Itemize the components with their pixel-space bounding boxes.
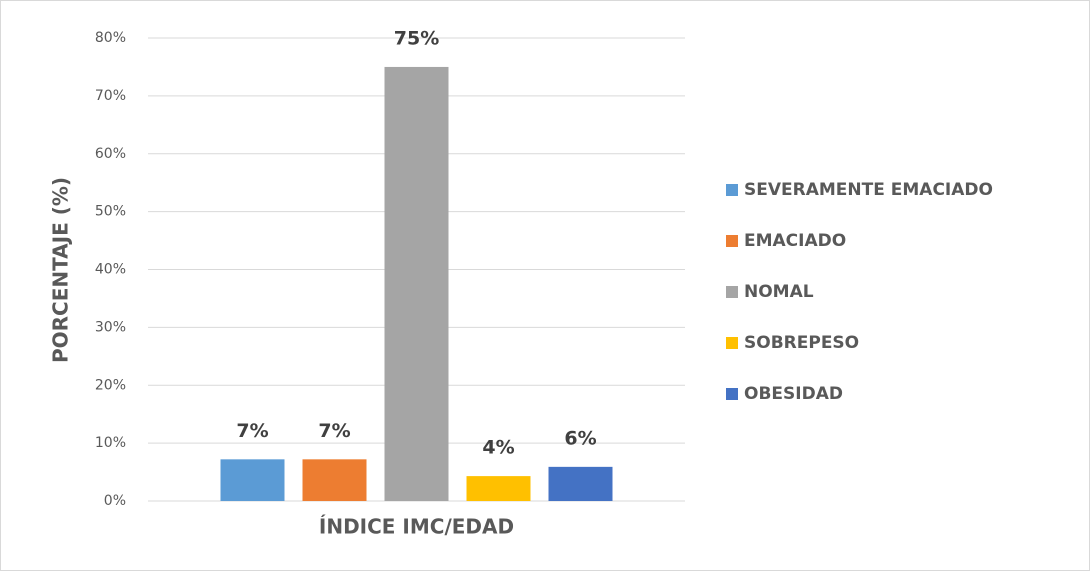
legend-swatch [726,286,738,298]
y-tick-label: 60% [95,146,126,162]
legend-label: OBESIDAD [744,384,843,404]
bar [548,466,613,501]
bar [466,476,531,501]
y-tick-label: 0% [104,493,126,509]
bar [220,459,285,501]
data-label: 4% [482,437,514,459]
legend-swatch [726,235,738,247]
data-label: 75% [394,27,439,49]
legend-swatch [726,184,738,196]
data-label: 7% [236,420,268,442]
legend-label: SOBREPESO [744,333,859,353]
bar [384,66,449,501]
legend-swatch [726,337,738,349]
y-tick-label: 80% [95,30,126,46]
legend-label: NOMAL [744,282,814,302]
y-tick-label: 20% [95,377,126,393]
x-axis-label: ÍNDICE IMC/EDAD [319,515,514,539]
y-tick-label: 50% [95,204,126,220]
legend-label: SEVERAMENTE EMACIADO [744,180,993,200]
y-tick-label: 10% [95,435,126,451]
y-axis-label: PORCENTAJE (%) [49,177,73,363]
y-tick-label: 40% [95,262,126,278]
data-label: 6% [564,427,596,449]
data-label: 7% [318,420,350,442]
bar [302,459,367,501]
legend-label: EMACIADO [744,231,846,251]
y-tick-label: 30% [95,319,126,335]
y-tick-label: 70% [95,88,126,104]
legend-swatch [726,388,738,400]
